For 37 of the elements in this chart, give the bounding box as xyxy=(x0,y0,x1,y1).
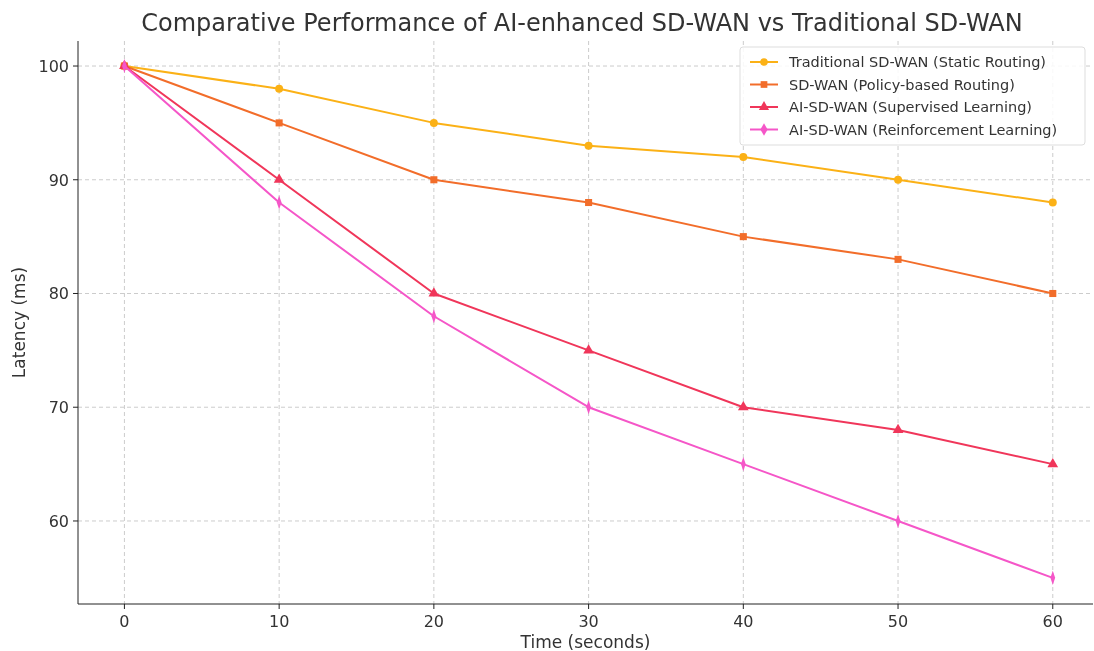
y-tick-label: 100 xyxy=(38,57,69,77)
x-tick-label: 30 xyxy=(578,612,599,631)
point xyxy=(1047,457,1059,468)
x-tick-label: 0 xyxy=(119,612,130,631)
point xyxy=(430,176,438,184)
point xyxy=(275,119,283,127)
x-axis-title: Time (seconds) xyxy=(519,632,651,651)
y-tick-label: 90 xyxy=(48,170,69,190)
point xyxy=(584,141,593,150)
y-tick-label: 60 xyxy=(48,511,69,531)
point xyxy=(894,255,902,263)
point xyxy=(583,344,594,354)
legend-label: Traditional SD-WAN (Static Routing) xyxy=(788,54,1047,70)
legend-label: SD-WAN (Policy-based Routing) xyxy=(789,76,1015,93)
x-tick-label: 60 xyxy=(1042,612,1063,631)
point xyxy=(429,118,438,127)
y-axis-title: Latency (ms) xyxy=(9,266,29,379)
point xyxy=(275,84,284,93)
y-tick-label: 70 xyxy=(48,398,69,418)
x-tick-label: 20 xyxy=(423,612,445,631)
point xyxy=(892,423,904,434)
point xyxy=(894,175,903,184)
y-tick-label: 80 xyxy=(48,284,69,304)
point xyxy=(739,153,748,161)
x-tick-label: 10 xyxy=(268,612,290,631)
point xyxy=(585,198,593,207)
legend-label: AI-SD-WAN (Reinforcement Learning) xyxy=(789,121,1058,138)
point xyxy=(739,233,747,241)
point xyxy=(737,401,749,411)
x-tick-label: 40 xyxy=(733,612,754,631)
point xyxy=(1048,198,1057,207)
legend-label: AI-SD-WAN (Supervised Learning) xyxy=(789,99,1033,115)
point xyxy=(273,173,285,183)
x-tick-label: 50 xyxy=(887,612,909,631)
chart-title: Comparative Performance of AI-enhanced SD-WAN vs Traditional SD-WAN xyxy=(141,9,1023,37)
point xyxy=(428,287,440,297)
point xyxy=(1049,289,1057,298)
